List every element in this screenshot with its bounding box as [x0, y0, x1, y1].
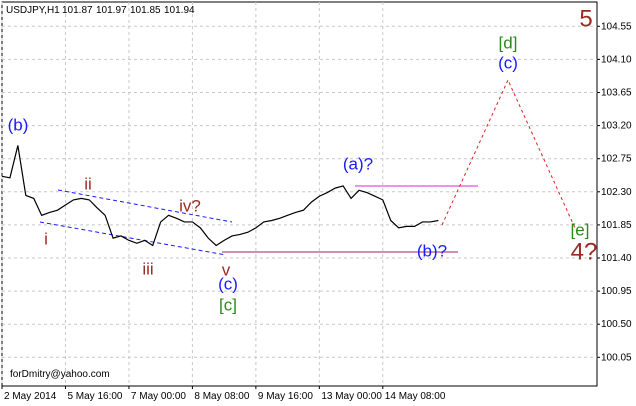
- y-tick-label: 100.95: [601, 286, 632, 297]
- annotation: (c): [218, 274, 238, 293]
- x-tick-label: 8 May 08:00: [194, 391, 249, 402]
- annotation: i: [44, 229, 48, 248]
- y-tick-label: 103.20: [601, 121, 632, 132]
- y-tick-label: 103.65: [601, 87, 632, 98]
- y-tick-label: 104.10: [601, 54, 632, 65]
- ohlc: 101.97: [96, 5, 127, 16]
- annotation: (c): [498, 53, 518, 72]
- annotation: [e]: [571, 220, 590, 239]
- channel-lower: [39, 221, 227, 256]
- y-tick-label: 102.75: [601, 154, 632, 165]
- grid: [1, 2, 597, 386]
- annotation: iv?: [179, 196, 201, 215]
- footer: forDmitry@yahoo.com: [10, 369, 110, 380]
- annotation: 4?: [571, 238, 598, 265]
- annotation: (b)?: [417, 241, 447, 260]
- annotation: ii: [84, 174, 92, 193]
- annotation: [c]: [219, 295, 237, 314]
- annotations: (b) ii i iii iv? v (c) [c] (a)? (b)? [d]…: [8, 5, 598, 314]
- y-tick-label: 102.30: [601, 187, 632, 198]
- x-tick-label: 14 May 08:00: [385, 391, 446, 402]
- annotation: iii: [142, 259, 153, 278]
- annotation: v: [222, 260, 231, 279]
- x-tick-label: 7 May 00:00: [131, 391, 186, 402]
- y-tick-label: 100.05: [601, 352, 632, 363]
- ohlc: 101.85: [130, 5, 161, 16]
- x-tick-label: 13 May 00:00: [321, 391, 382, 402]
- x-tick-label: 9 May 16:00: [258, 391, 313, 402]
- x-tick-label: 2 May 2014: [4, 391, 57, 402]
- plot-frame: [1, 1, 598, 387]
- y-tick-label: 101.85: [601, 220, 632, 231]
- ohlc: 101.87: [62, 5, 93, 16]
- y-tick-label: 104.55: [601, 21, 632, 32]
- ohlc: 101.94: [164, 5, 195, 16]
- annotation: 5: [579, 5, 592, 32]
- annotation: (b): [8, 115, 29, 134]
- symbol: USDJPY,H1: [6, 5, 60, 16]
- y-tick-label: 100.50: [601, 319, 632, 330]
- y-tick-label: 101.40: [601, 253, 632, 264]
- price-line: [1, 145, 439, 247]
- x-tick-label: 5 May 16:00: [67, 391, 122, 402]
- annotation: [d]: [499, 33, 518, 52]
- channel-upper: [57, 189, 233, 223]
- annotation: (a)?: [343, 154, 373, 173]
